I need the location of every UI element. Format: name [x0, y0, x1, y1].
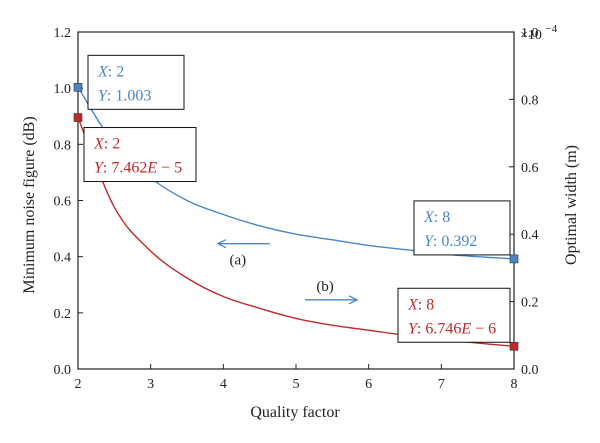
datatip: X: 2Y: 1.003 — [73, 54, 185, 110]
datatip-marker — [509, 254, 519, 264]
datatip-marker — [73, 113, 83, 122]
datatip-y-var: Y — [98, 87, 109, 104]
x-tick-label: 5 — [293, 377, 300, 392]
right-axis-multiplier: ×10 −4 — [520, 23, 558, 43]
datatip-y-value: 7.462 — [111, 160, 147, 177]
datatip-sep: : — [108, 63, 116, 80]
y-right-tick-label: 0.8 — [521, 93, 539, 108]
datatip-sep: : — [418, 296, 426, 313]
annotation-label: (b) — [316, 279, 334, 295]
datatip-sep: : — [433, 233, 441, 250]
datatip-box — [397, 287, 511, 343]
datatip-y-line: Y: 0.392 — [424, 233, 477, 250]
y-left-tick-label: 0.8 — [54, 138, 72, 153]
y-left-tick-label: 0.4 — [54, 251, 72, 266]
x-tick-label: 7 — [438, 377, 445, 392]
datatip-y-value: 1.003 — [115, 87, 151, 104]
annotations-layer: (a) (b) — [216, 239, 359, 305]
y-axis-right-title: Optimal width (m) — [563, 145, 580, 265]
datatip-x-var: X — [423, 209, 435, 226]
datatip-marker — [73, 83, 83, 92]
y-axis-left-title: Minimum noise figure (dB) — [21, 116, 38, 293]
datatip-x-line: X: 8 — [407, 296, 434, 313]
datatip-x-line: X: 8 — [423, 209, 450, 226]
datatip-y-value: 6.746 — [425, 320, 461, 337]
right-axis-multiplier-base: ×10 — [520, 28, 542, 43]
annotation-label: (a) — [230, 253, 247, 269]
annotation-arrowhead — [348, 295, 359, 305]
datatip-sep: : — [104, 136, 112, 153]
datatip-exp-prefix: E — [460, 320, 471, 337]
x-axis-title: Quality factor — [250, 404, 340, 421]
axes-layer: 2 3 4 5 6 7 80.00.20.40.60.81.01.20.00.20.40.6… — [54, 26, 539, 392]
x-tick-label: 4 — [220, 377, 227, 392]
datatip-sep: : — [434, 209, 442, 226]
y-left-tick-label: 0.0 — [54, 363, 72, 378]
y-left-tick-label: 1.0 — [54, 82, 72, 97]
y-right-tick-label: 0.0 — [521, 363, 539, 378]
datatip-sep: : — [107, 87, 115, 104]
datatip-x-value: 2 — [112, 136, 120, 153]
y-left-tick-label: 0.6 — [54, 195, 72, 210]
datatip-box — [413, 200, 511, 256]
datatip-exp-prefix: E — [146, 160, 157, 177]
y-right-tick-label: 0.2 — [521, 296, 539, 311]
y-left-tick-label: 1.2 — [54, 26, 72, 41]
datatip-y-var: Y — [424, 233, 435, 250]
datatip-x-var: X — [93, 136, 105, 153]
datatip-y-var: Y — [94, 160, 105, 177]
y-right-tick-label: 0.4 — [521, 228, 539, 243]
datatip-y-var: Y — [408, 320, 419, 337]
datatip-x-var: X — [97, 63, 109, 80]
datatip-x-value: 8 — [442, 209, 450, 226]
datatip: X: 8Y: 6.746E − 6 — [397, 287, 519, 351]
datatip: X: 8Y: 0.392 — [413, 200, 519, 264]
x-tick-label: 6 — [365, 377, 372, 392]
datatip-exp-value: − 5 — [157, 160, 182, 177]
y-left-tick-label: 0.2 — [54, 307, 72, 322]
datatip-x-line: X: 2 — [93, 136, 120, 153]
datatip-x-var: X — [407, 296, 419, 313]
datatip-sep: : — [103, 160, 111, 177]
datatip-y-line: Y: 1.003 — [98, 87, 151, 104]
datatip-sep: : — [417, 320, 425, 337]
datatip-x-line: X: 2 — [97, 63, 124, 80]
datatip: X: 2Y: 7.462E − 5 — [73, 113, 197, 183]
datatip-x-value: 8 — [426, 296, 434, 313]
datatip-exp-value: − 6 — [471, 320, 496, 337]
datatip-box — [83, 127, 197, 183]
x-tick-label: 3 — [147, 377, 154, 392]
y-right-tick-label: 1.0 — [521, 26, 539, 41]
right-axis-multiplier-exponent: −4 — [545, 23, 557, 35]
x-tick-label: 8 — [511, 377, 518, 392]
datatip-y-line: Y: 7.462E − 5 — [94, 160, 182, 177]
datatip-y-value: 0.392 — [441, 233, 477, 250]
x-tick-label: 2 — [75, 377, 82, 392]
y-right-tick-label: 0.6 — [521, 161, 539, 176]
datatip-y-line: Y: 6.746E − 6 — [408, 320, 496, 337]
datatip-box — [87, 54, 185, 110]
annotation-arrowhead — [216, 239, 227, 249]
datatip-marker — [509, 341, 519, 351]
datatip-x-value: 2 — [116, 63, 124, 80]
